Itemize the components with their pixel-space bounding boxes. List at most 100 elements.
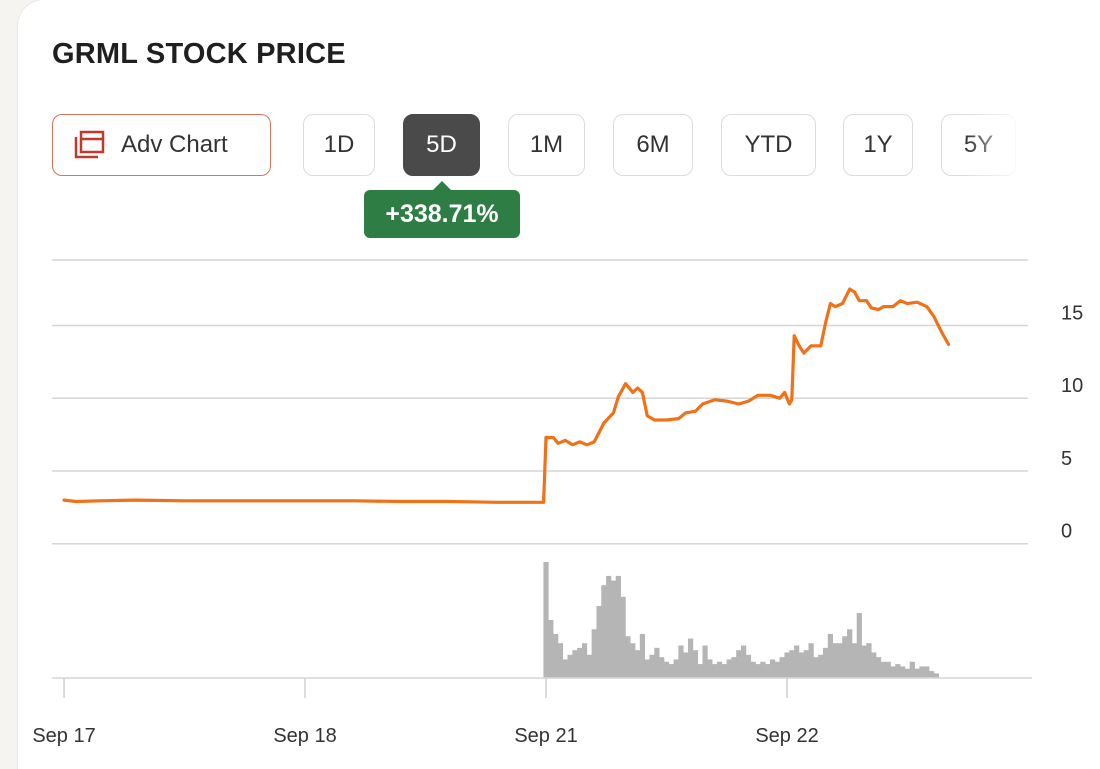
volume-bar bbox=[837, 643, 843, 678]
volume-bar bbox=[553, 633, 559, 678]
volume-bar bbox=[692, 650, 699, 678]
price-line bbox=[62, 287, 951, 504]
y-tick-label: 10 bbox=[1061, 375, 1083, 397]
volume-bar bbox=[842, 636, 848, 678]
volume-bar bbox=[683, 652, 689, 678]
x-axis: Sep 17 Sep 18 Sep 21 Sep 22 bbox=[32, 677, 1032, 747]
volume-bar bbox=[880, 661, 887, 678]
volume-bar bbox=[769, 659, 776, 678]
volume-bar bbox=[697, 664, 703, 678]
volume-bar bbox=[639, 633, 646, 678]
volume-bar bbox=[567, 654, 573, 678]
volume-bar bbox=[904, 668, 911, 678]
volume-bar bbox=[620, 596, 626, 678]
volume-bars bbox=[543, 562, 940, 678]
volume-bar bbox=[630, 643, 636, 678]
volume-bar bbox=[543, 562, 549, 678]
range-button-1m[interactable]: 1M bbox=[508, 114, 585, 176]
volume-bar bbox=[847, 629, 853, 678]
volume-bar bbox=[557, 643, 564, 678]
volume-bar bbox=[851, 643, 858, 678]
x-tick-label: Sep 17 bbox=[32, 725, 95, 747]
adv-chart-label: Adv Chart bbox=[121, 131, 228, 158]
volume-bar bbox=[779, 657, 785, 678]
volume-bar bbox=[866, 643, 872, 678]
volume-bar bbox=[736, 650, 742, 678]
volume-bar bbox=[933, 673, 940, 678]
volume-bar bbox=[750, 661, 756, 678]
volume-bar bbox=[856, 613, 862, 678]
volume-bar bbox=[707, 659, 713, 678]
volume-bar bbox=[919, 666, 925, 678]
y-tick-label: 0 bbox=[1061, 521, 1072, 543]
volume-bar bbox=[716, 661, 723, 678]
volume-bar bbox=[924, 666, 930, 678]
volume-bar bbox=[832, 643, 838, 678]
volume-bar bbox=[721, 664, 727, 678]
volume-bar bbox=[875, 657, 882, 678]
volume-bar bbox=[871, 652, 877, 678]
volume-bar bbox=[798, 652, 805, 678]
volume-bar bbox=[741, 645, 747, 678]
volume-bar bbox=[606, 575, 612, 678]
volume-bar bbox=[794, 645, 800, 678]
volume-bar bbox=[712, 664, 718, 678]
change-badge: +338.71% bbox=[364, 181, 520, 238]
volume-bar bbox=[726, 659, 732, 678]
volume-bar bbox=[827, 633, 833, 678]
volume-bar bbox=[808, 643, 814, 678]
volume-bar bbox=[591, 629, 597, 678]
volume-bar bbox=[914, 668, 920, 678]
volume-bar bbox=[663, 661, 670, 678]
volume-bar bbox=[577, 647, 583, 678]
page-title: GRML STOCK PRICE bbox=[52, 38, 346, 70]
volume-bar bbox=[572, 650, 578, 678]
volume-bar bbox=[885, 661, 891, 678]
volume-bar bbox=[909, 661, 915, 678]
volume-bar bbox=[586, 654, 593, 678]
volume-bar bbox=[688, 638, 694, 678]
chart-grid bbox=[52, 259, 1028, 545]
volume-bar bbox=[861, 645, 867, 678]
volume-bar bbox=[610, 580, 617, 678]
volume-bar bbox=[774, 661, 780, 678]
range-button-1d[interactable]: 1D bbox=[303, 114, 375, 176]
volume-bar bbox=[654, 647, 660, 678]
range-button-ytd[interactable]: YTD bbox=[721, 114, 816, 176]
x-tick-label: Sep 18 bbox=[273, 725, 336, 747]
volume-bar bbox=[789, 650, 795, 678]
y-tick-label: 5 bbox=[1061, 448, 1072, 470]
volume-bar bbox=[581, 643, 588, 678]
y-axis: 0 5 10 15 bbox=[1061, 302, 1083, 542]
volume-bar bbox=[678, 645, 684, 678]
volume-bar bbox=[731, 657, 737, 678]
volume-bar bbox=[900, 666, 906, 678]
range-button-5d[interactable]: 5D bbox=[403, 114, 480, 176]
range-button-6m[interactable]: 6M bbox=[613, 114, 693, 176]
volume-bar bbox=[803, 650, 809, 678]
volume-bar bbox=[644, 659, 650, 678]
volume-bar bbox=[755, 664, 761, 678]
volume-bar bbox=[702, 645, 708, 678]
volume-bar bbox=[625, 636, 631, 678]
volume-bar bbox=[784, 652, 790, 678]
chart-window-icon bbox=[74, 130, 105, 159]
volume-bar bbox=[635, 650, 641, 678]
x-tick-label: Sep 21 bbox=[514, 725, 577, 747]
volume-bar bbox=[813, 657, 819, 678]
volume-bar bbox=[765, 664, 771, 678]
price-series bbox=[62, 287, 951, 504]
x-tick-label: Sep 22 bbox=[755, 725, 818, 747]
volume-bar bbox=[596, 606, 602, 678]
volume-bar bbox=[929, 671, 935, 678]
range-button-1y[interactable]: 1Y bbox=[843, 114, 913, 176]
volume-bar bbox=[615, 575, 621, 678]
y-tick-label: 15 bbox=[1061, 302, 1083, 324]
volume-bar bbox=[601, 585, 607, 678]
volume-bar bbox=[822, 647, 829, 678]
volume-bar bbox=[890, 666, 896, 678]
volume-bar bbox=[548, 620, 554, 678]
volume-bar bbox=[649, 654, 655, 678]
adv-chart-button[interactable]: Adv Chart bbox=[52, 114, 271, 176]
